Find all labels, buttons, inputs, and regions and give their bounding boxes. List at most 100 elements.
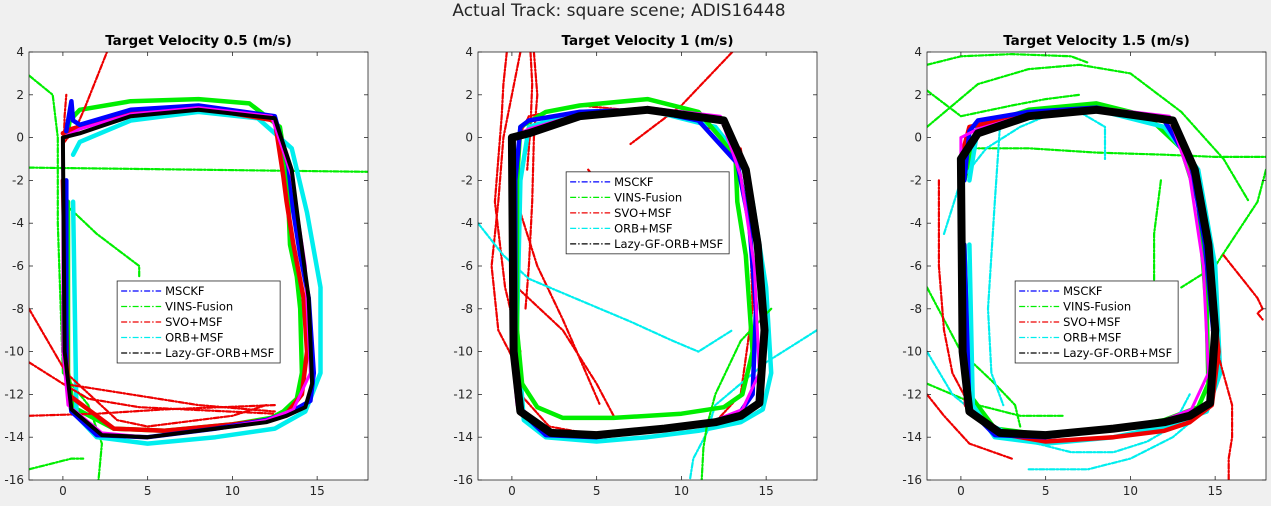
legend-label: VINS-Fusion [1063,299,1131,313]
x-tick-label: 10 [674,484,689,498]
series-line-vins-fusion [927,63,1251,203]
y-tick-label: -4 [910,216,922,230]
y-tick-label: 2 [465,88,473,102]
series-line-orb-msf [70,109,323,446]
y-tick-label: 2 [16,88,24,102]
chart-title: Target Velocity 1.5 (m/s) [1003,33,1190,49]
series-line-lazy-gf-orb-msf [60,107,315,440]
x-tick-label: 15 [759,484,774,498]
series-group [478,52,817,480]
series-line-vins-fusion [959,147,1266,158]
x-tick-label: 10 [1123,484,1138,498]
y-tick-label: -16 [453,473,473,487]
x-tick-label: 0 [957,484,965,498]
y-tick-label: -10 [902,345,922,359]
y-tick-label: -14 [902,430,922,444]
y-tick-label: 0 [465,131,473,145]
chart-title: Target Velocity 1 (m/s) [561,33,733,49]
x-tick-label: 5 [144,484,152,498]
y-tick-label: 4 [16,45,24,59]
series-line-svo-msf [29,404,276,417]
y-tick-label: -2 [910,173,922,187]
series-line-svo-msf [1222,254,1264,321]
legend-label: Lazy-GF-ORB+MSF [614,237,723,251]
legend-label: SVO+MSF [614,206,672,220]
y-tick-label: -12 [902,387,922,401]
series-group [927,52,1266,480]
y-tick-label: -6 [910,259,922,273]
y-tick-label: 0 [16,131,24,145]
y-tick-label: -4 [461,216,473,230]
legend-label: VINS-Fusion [165,299,233,313]
series-line-svo-msf [29,307,268,428]
y-tick-label: -2 [12,173,24,187]
series-line-vins-fusion [927,89,1081,118]
y-tick-label: -10 [4,345,24,359]
legend-label: SVO+MSF [165,315,223,329]
chart-panel-3: 0 5 10 15 4 2 0 -2 -4 -6 -8 -10 -12 -14 -16 Target Velo… [902,33,1267,498]
legend-label: SVO+MSF [1063,315,1121,329]
legend-label: Lazy-GF-ORB+MSF [165,346,274,360]
series-line-svo-msf [493,52,522,353]
y-tick-label: -12 [453,387,473,401]
legend-label: ORB+MSF [165,330,223,344]
y-tick-label: -6 [461,259,473,273]
y-tick-label: 2 [914,88,922,102]
y-tick-label: -14 [4,430,24,444]
series-line-svo-msf [61,382,276,415]
chart-panel-1: 0 5 10 15 4 2 0 -2 -4 -6 -8 -10 -12 -14 -16 Target Velo… [4,33,369,498]
series-line-vins-fusion [29,166,368,173]
y-tick-label: -2 [461,173,473,187]
series-line-orb-msf [1027,414,1200,471]
y-tick-label: -14 [453,430,473,444]
x-tick-label: 0 [59,484,67,498]
x-tick-label: 5 [593,484,601,498]
chart-title: Target Velocity 0.5 (m/s) [105,33,292,49]
y-tick-label: -8 [910,302,922,316]
x-tick-label: 15 [1208,484,1223,498]
x-tick-label: 5 [1042,484,1050,498]
series-line-svo-msf [937,179,971,407]
figure-title: Actual Track: square scene; ADIS16448 [452,1,785,21]
series-line-lazy-gf-orb-msf [956,105,1220,440]
legend-label: MSCKF [165,284,204,298]
series-line-vins-fusion [1180,168,1266,289]
y-tick-label: -16 [902,473,922,487]
series-group [29,52,368,480]
y-tick-label: -6 [12,259,24,273]
y-tick-label: -4 [12,216,24,230]
series-line-vins-fusion [927,52,1090,66]
legend-label: VINS-Fusion [614,190,682,204]
y-tick-label: 4 [914,45,922,59]
x-tick-label: 10 [225,484,240,498]
y-tick-label: -16 [4,473,24,487]
series-line-lazy-gf-orb-msf [507,105,769,440]
series-line-svo-msf [524,52,539,310]
series-line-vins-fusion [29,457,85,471]
series-line-vins-fusion [514,96,755,421]
y-tick-label: 4 [465,45,473,59]
series-line-svo-msf [515,200,602,407]
x-tick-label: 0 [508,484,516,498]
series-line-svo-msf [526,52,534,171]
legend-label: Lazy-GF-ORB+MSF [1063,346,1172,360]
series-line-vins-fusion [61,200,141,278]
y-tick-label: -12 [4,387,24,401]
x-tick-label: 15 [310,484,325,498]
y-tick-label: 0 [914,131,922,145]
legend-label: MSCKF [614,175,653,189]
series-line-orb-msf [986,125,1005,407]
legend-label: MSCKF [1063,284,1102,298]
chart-panel-2: 0 5 10 15 4 2 0 -2 -4 -6 -8 -10 -12 -14 -16 Target Velo… [453,33,818,498]
legend-label: ORB+MSF [614,221,672,235]
legend-label: ORB+MSF [1063,330,1121,344]
series-line-svo-msf [927,393,1013,460]
y-tick-label: -8 [12,302,24,316]
y-tick-label: -10 [453,345,473,359]
y-tick-label: -8 [461,302,473,316]
